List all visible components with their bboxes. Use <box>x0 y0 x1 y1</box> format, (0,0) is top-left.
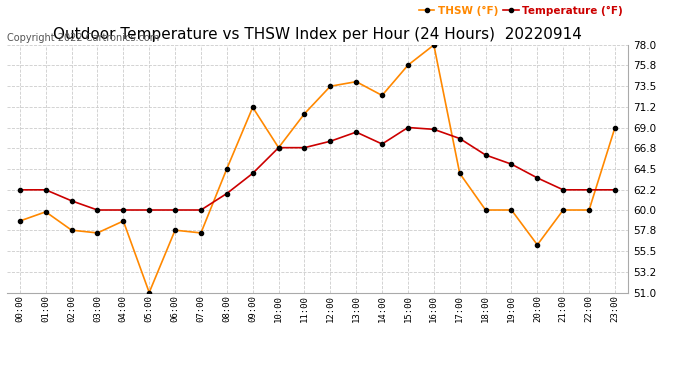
THSW (°F) <box>300 111 308 116</box>
THSW (°F) <box>430 43 438 47</box>
Temperature (°F) <box>300 146 308 150</box>
THSW (°F) <box>378 93 386 98</box>
Temperature (°F) <box>455 136 464 141</box>
Temperature (°F) <box>378 142 386 146</box>
Temperature (°F) <box>93 208 101 212</box>
THSW (°F) <box>455 171 464 176</box>
Line: THSW (°F): THSW (°F) <box>18 43 617 295</box>
Temperature (°F) <box>430 127 438 132</box>
Temperature (°F) <box>326 139 335 144</box>
THSW (°F) <box>275 146 283 150</box>
Temperature (°F) <box>41 188 50 192</box>
THSW (°F) <box>171 228 179 232</box>
THSW (°F) <box>41 210 50 214</box>
Temperature (°F) <box>68 199 76 203</box>
Text: Copyright 2022 Cartronics.com: Copyright 2022 Cartronics.com <box>7 33 159 43</box>
Temperature (°F) <box>404 125 412 130</box>
Title: Outdoor Temperature vs THSW Index per Hour (24 Hours)  20220914: Outdoor Temperature vs THSW Index per Ho… <box>53 27 582 42</box>
Line: Temperature (°F): Temperature (°F) <box>18 125 617 212</box>
THSW (°F) <box>482 208 490 212</box>
Temperature (°F) <box>145 208 153 212</box>
THSW (°F) <box>559 208 567 212</box>
THSW (°F) <box>93 231 101 235</box>
Temperature (°F) <box>197 208 205 212</box>
Temperature (°F) <box>119 208 128 212</box>
Temperature (°F) <box>559 188 567 192</box>
Temperature (°F) <box>533 176 542 180</box>
Temperature (°F) <box>171 208 179 212</box>
Temperature (°F) <box>223 191 231 196</box>
Temperature (°F) <box>482 153 490 157</box>
Temperature (°F) <box>275 146 283 150</box>
THSW (°F) <box>611 125 619 130</box>
Temperature (°F) <box>16 188 24 192</box>
Temperature (°F) <box>248 171 257 176</box>
THSW (°F) <box>248 105 257 110</box>
Temperature (°F) <box>507 162 515 166</box>
THSW (°F) <box>507 208 515 212</box>
Temperature (°F) <box>585 188 593 192</box>
THSW (°F) <box>533 243 542 247</box>
Temperature (°F) <box>352 130 360 134</box>
THSW (°F) <box>352 80 360 84</box>
THSW (°F) <box>119 219 128 223</box>
THSW (°F) <box>145 290 153 295</box>
THSW (°F) <box>404 63 412 68</box>
THSW (°F) <box>68 228 76 232</box>
Legend: THSW (°F), Temperature (°F): THSW (°F), Temperature (°F) <box>419 6 622 16</box>
THSW (°F) <box>197 231 205 235</box>
THSW (°F) <box>326 84 335 88</box>
THSW (°F) <box>585 208 593 212</box>
THSW (°F) <box>16 219 24 223</box>
Temperature (°F) <box>611 188 619 192</box>
THSW (°F) <box>223 166 231 171</box>
